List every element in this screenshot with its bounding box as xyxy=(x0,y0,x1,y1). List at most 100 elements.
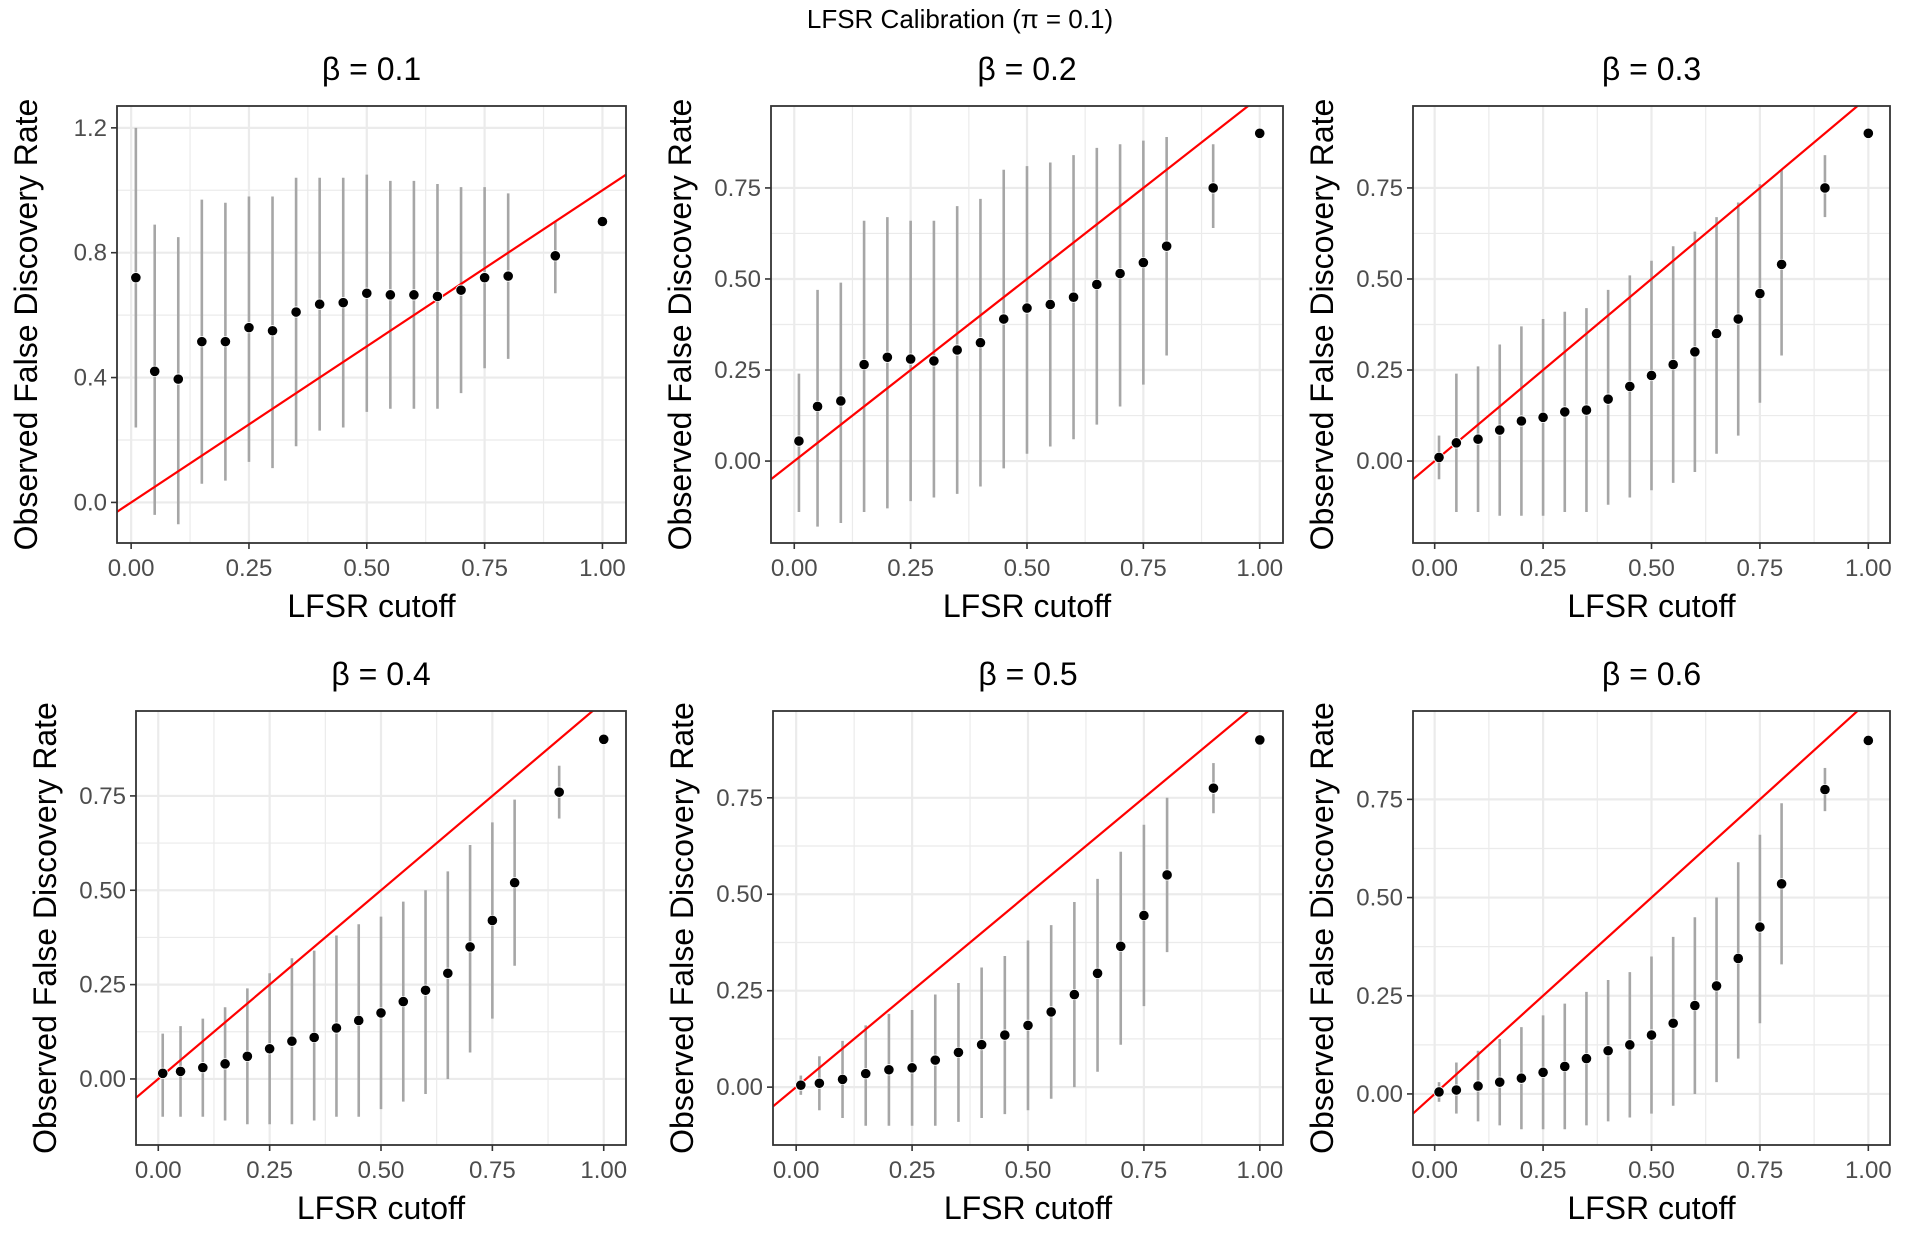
y-tick-label: 0.25 xyxy=(1356,357,1403,384)
data-point xyxy=(1450,1084,1462,1096)
data-point xyxy=(860,1068,872,1080)
data-point xyxy=(1207,782,1220,794)
data-point xyxy=(905,353,917,365)
data-point xyxy=(431,290,444,303)
data-point xyxy=(1580,1052,1593,1065)
data-point xyxy=(1559,406,1571,418)
x-tick-label: 0.25 xyxy=(889,1157,936,1184)
data-point xyxy=(1433,451,1445,464)
panel-3: 0.00 0.25 0.50 0.75 1.00 0.00 0.25 0.50 0.75 β = … xyxy=(1304,51,1892,624)
data-point xyxy=(998,313,1010,325)
data-point xyxy=(1819,182,1831,194)
data-point xyxy=(172,373,184,385)
data-point xyxy=(479,272,491,284)
data-point xyxy=(1515,415,1528,427)
data-point xyxy=(596,215,609,228)
data-point xyxy=(1689,999,1701,1012)
y-tick-label: 0.25 xyxy=(714,357,761,384)
x-tick-label: 0.75 xyxy=(1737,555,1784,582)
data-point xyxy=(1819,783,1831,796)
panel-4: 0.00 0.25 0.50 0.75 1.00 0.00 0.25 0.50 0.75 β = … xyxy=(27,656,627,1226)
y-tick-label: 0.00 xyxy=(1356,1081,1403,1108)
data-point xyxy=(1137,256,1149,269)
data-point xyxy=(598,733,610,745)
data-point xyxy=(455,284,467,296)
data-point xyxy=(290,306,302,318)
x-axis-title: LFSR cutoff xyxy=(943,588,1111,624)
panel-title: β = 0.4 xyxy=(331,656,430,692)
data-point xyxy=(1067,291,1080,303)
data-point xyxy=(951,344,963,356)
data-point xyxy=(464,941,476,953)
data-point xyxy=(881,351,893,363)
data-point xyxy=(219,336,231,348)
data-point xyxy=(553,786,565,798)
y-tick-label: 0.00 xyxy=(1356,448,1403,475)
x-tick-label: 1.00 xyxy=(579,555,626,582)
data-point xyxy=(1689,346,1701,358)
data-point xyxy=(1602,393,1614,405)
x-tick-label: 0.25 xyxy=(226,555,273,582)
data-point xyxy=(1207,182,1219,194)
data-point xyxy=(999,1029,1011,1041)
data-point xyxy=(509,877,521,889)
data-point xyxy=(1254,734,1266,746)
data-point xyxy=(1602,1045,1614,1057)
y-tick-label: 0.75 xyxy=(714,175,761,202)
x-tick-label: 1.00 xyxy=(1236,1157,1283,1184)
reference-line xyxy=(117,173,626,513)
reference-line xyxy=(773,711,1250,1108)
x-axis-title: LFSR cutoff xyxy=(287,588,455,624)
y-axis-title: Observed False Discovery Rate xyxy=(27,702,63,1154)
y-tick-label: 0.00 xyxy=(714,448,761,475)
data-point xyxy=(952,1046,965,1059)
data-point xyxy=(1580,404,1593,416)
reference-line xyxy=(1413,106,1860,481)
x-tick-label: 0.75 xyxy=(461,555,508,582)
y-tick-label: 0.25 xyxy=(79,972,126,999)
data-point xyxy=(929,1054,941,1066)
data-point xyxy=(361,287,373,299)
y-tick-label: 0.75 xyxy=(716,785,763,812)
data-point xyxy=(1494,424,1506,436)
data-point xyxy=(1115,940,1127,952)
data-point xyxy=(1754,921,1766,933)
x-tick-label: 0.75 xyxy=(469,1157,516,1184)
data-point xyxy=(1494,1076,1506,1088)
y-tick-label: 0.50 xyxy=(1356,885,1403,912)
data-point xyxy=(408,289,420,301)
data-point xyxy=(1254,127,1266,139)
x-tick-label: 0.25 xyxy=(246,1157,293,1184)
data-point xyxy=(1433,1086,1445,1098)
y-tick-label: 0.75 xyxy=(1356,786,1403,813)
x-tick-label: 0.50 xyxy=(1628,1157,1675,1184)
x-tick-label: 0.00 xyxy=(771,555,818,582)
data-point xyxy=(397,995,409,1008)
data-point xyxy=(308,1031,320,1044)
data-point xyxy=(286,1035,298,1047)
data-point xyxy=(858,358,870,371)
x-axis-title: LFSR cutoff xyxy=(1567,1190,1735,1226)
x-tick-label: 0.00 xyxy=(1411,555,1458,582)
data-point xyxy=(549,250,561,262)
y-axis-title: Observed False Discovery Rate xyxy=(662,99,698,551)
data-point xyxy=(384,289,396,301)
data-point xyxy=(243,322,255,334)
y-axis-title: Observed False Discovery Rate xyxy=(8,99,44,551)
y-tick-label: 0.75 xyxy=(1356,175,1403,202)
data-point xyxy=(486,914,498,927)
data-point xyxy=(1161,869,1173,881)
data-point xyxy=(314,298,326,310)
y-axis-title: Observed False Discovery Rate xyxy=(1304,702,1340,1154)
data-point xyxy=(1645,1029,1658,1041)
data-point xyxy=(1754,287,1766,300)
data-point xyxy=(813,1077,825,1089)
data-point xyxy=(1515,1072,1528,1084)
x-axis-title: LFSR cutoff xyxy=(944,1190,1112,1226)
x-tick-label: 0.75 xyxy=(1120,555,1167,582)
data-point xyxy=(928,355,940,367)
x-tick-label: 0.75 xyxy=(1121,1157,1168,1184)
panel-1: 0.00 0.25 0.50 0.75 1.00 0.0 0.4 0.8 1.2 β = 0.1 L… xyxy=(8,51,627,624)
data-point xyxy=(502,270,514,282)
